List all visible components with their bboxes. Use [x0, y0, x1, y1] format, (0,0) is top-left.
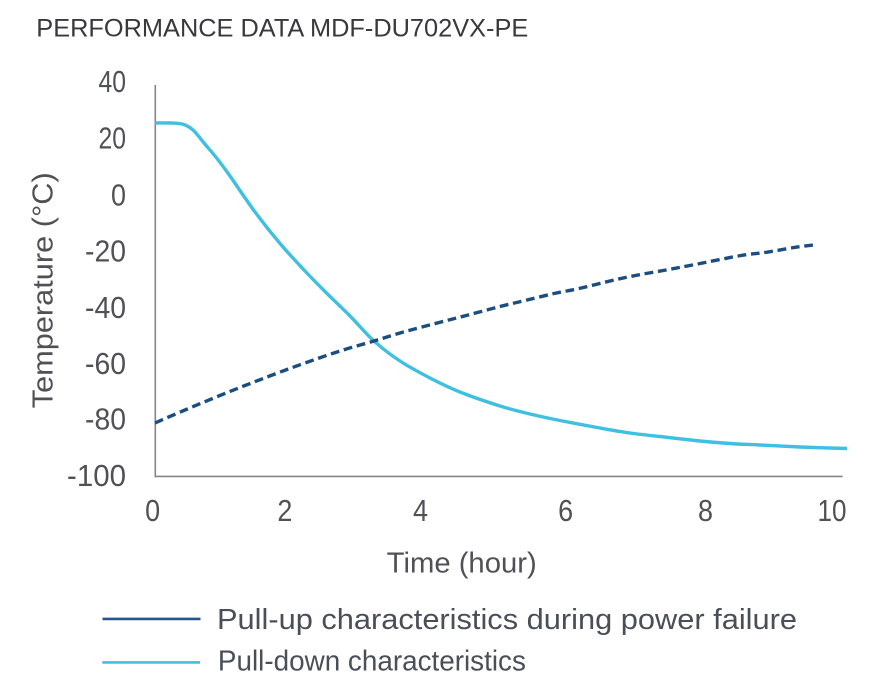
svg-text:Pull-down characteristics: Pull-down characteristics [218, 646, 526, 678]
svg-text:Time (hour): Time (hour) [387, 548, 537, 580]
svg-text:0: 0 [145, 494, 160, 528]
svg-text:10: 10 [818, 494, 847, 528]
svg-text:4: 4 [413, 494, 428, 528]
svg-text:-60: -60 [85, 347, 126, 381]
svg-text:6: 6 [558, 494, 573, 528]
svg-text:2: 2 [277, 494, 292, 528]
svg-text:-20: -20 [85, 235, 126, 269]
svg-text:Pull-up characteristics during: Pull-up characteristics during power fai… [217, 604, 797, 636]
svg-text:-80: -80 [85, 403, 126, 437]
svg-text:40: 40 [99, 65, 127, 99]
svg-text:20: 20 [99, 121, 127, 155]
svg-text:-40: -40 [85, 291, 126, 325]
svg-text:8: 8 [698, 494, 713, 528]
svg-text:Temperature (°C): Temperature (°C) [28, 172, 60, 408]
svg-text:PERFORMANCE DATA MDF-DU702VX-P: PERFORMANCE DATA MDF-DU702VX-PE [36, 14, 528, 42]
svg-text:-100: -100 [67, 459, 126, 493]
svg-text:0: 0 [111, 178, 126, 212]
